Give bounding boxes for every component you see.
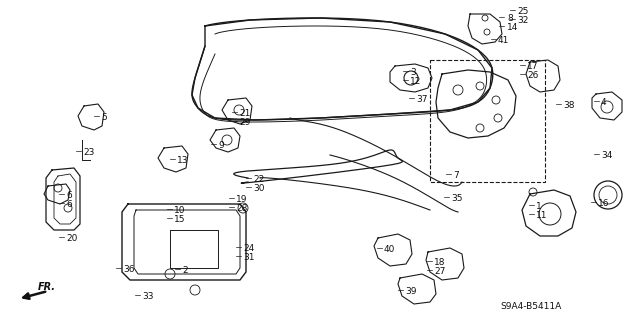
Text: 35: 35	[451, 194, 463, 203]
Text: 22: 22	[253, 175, 264, 184]
Text: 36: 36	[123, 265, 134, 274]
Text: 3: 3	[410, 68, 416, 77]
Text: 27: 27	[434, 267, 445, 276]
Text: 38: 38	[563, 101, 575, 110]
Text: 17: 17	[527, 62, 538, 71]
Text: 39: 39	[405, 287, 417, 296]
Text: 19: 19	[236, 195, 248, 204]
Text: 21: 21	[239, 109, 250, 118]
Text: FR.: FR.	[38, 282, 56, 292]
Text: 31: 31	[243, 253, 255, 262]
Text: 2: 2	[182, 266, 188, 275]
Text: 12: 12	[410, 77, 421, 86]
Text: 4: 4	[601, 98, 607, 107]
Text: 26: 26	[527, 71, 538, 80]
Text: S9A4-B5411A: S9A4-B5411A	[500, 302, 561, 311]
Text: 6: 6	[66, 191, 72, 200]
Text: 30: 30	[253, 184, 264, 193]
Text: 11: 11	[536, 211, 547, 220]
Text: 33: 33	[142, 292, 154, 301]
Text: 1: 1	[536, 202, 541, 211]
Text: 16: 16	[598, 199, 609, 208]
Text: 13: 13	[177, 156, 189, 165]
Text: 7: 7	[453, 171, 459, 180]
Text: 37: 37	[416, 95, 428, 104]
Text: 9: 9	[218, 141, 224, 150]
Text: 18: 18	[434, 258, 445, 267]
Text: 8: 8	[507, 14, 513, 23]
Text: 14: 14	[507, 23, 518, 32]
Bar	[430, 60, 545, 182]
Text: 28: 28	[236, 204, 248, 213]
Text: 6: 6	[66, 200, 72, 209]
Text: 29: 29	[239, 118, 250, 127]
Text: 10: 10	[174, 206, 186, 215]
Text: 40: 40	[384, 245, 396, 254]
Text: 20: 20	[66, 234, 77, 243]
Text: 5: 5	[101, 113, 107, 122]
Text: 25: 25	[517, 7, 529, 16]
Text: 34: 34	[601, 151, 612, 160]
Text: 32: 32	[517, 16, 529, 25]
Text: 15: 15	[174, 215, 186, 224]
Text: 41: 41	[498, 36, 509, 45]
Text: 24: 24	[243, 244, 254, 253]
Text: 23: 23	[83, 148, 94, 157]
